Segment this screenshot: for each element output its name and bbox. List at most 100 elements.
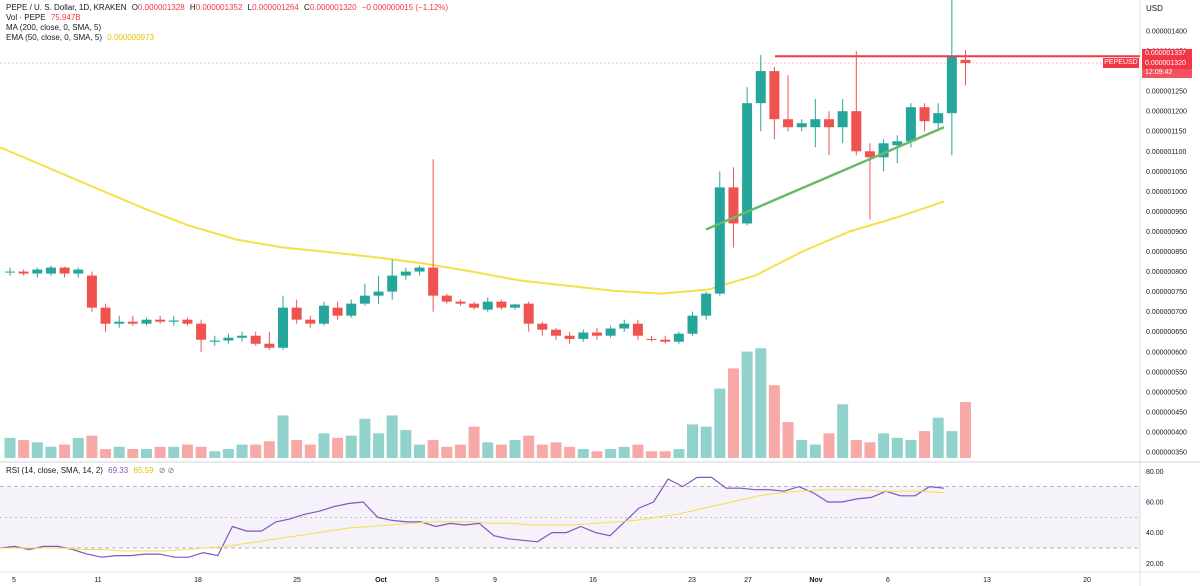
candle [755,55,766,132]
time-tick-label: 9 [493,577,497,584]
candle [414,265,425,276]
candle [469,301,480,310]
candle-body [796,123,807,128]
candle-body [168,320,179,322]
price-tick-label: 0.000001250 [1146,89,1187,96]
candle-body [59,267,70,274]
ohlc-close: C0.000001320 [304,3,357,12]
price-tick-label: 0.000000350 [1146,450,1187,457]
volume-bar [850,440,862,458]
volume-bar [905,440,917,458]
volume-bar [727,368,739,458]
candle-body [5,271,15,273]
candle [783,75,794,132]
volume-bar [236,444,248,458]
volume-bar [332,437,344,458]
candle [278,295,288,350]
volume-bar [304,444,316,458]
candle-body [469,303,480,308]
candle [441,293,452,304]
time-tick-label: Nov [809,577,822,584]
volume-bar [577,449,589,458]
currency-label[interactable]: USD [1146,4,1163,13]
volume-bar [891,437,903,458]
candle [168,315,179,326]
price-tick-label: 0.000000700 [1146,309,1187,316]
candle [619,319,630,332]
price-tick-label: 0.000001000 [1146,189,1187,196]
candle-body [346,303,357,316]
ema-label: EMA (50, close, 0, SMA, 5) [6,33,103,42]
candle [851,51,862,156]
price-tick-label: 0.000000650 [1146,329,1187,336]
volume-bar [318,433,330,458]
price-tick-label: 0.000000850 [1146,249,1187,256]
visibility-icon[interactable]: ⊘ ⊘ [158,466,175,475]
volume-bar [932,417,944,458]
candle [796,119,807,132]
ema-line [0,146,945,295]
candle-body [523,303,534,324]
candle [482,297,493,312]
candle-body [441,295,452,302]
volume-bar [646,451,658,458]
price-tick-label: 0.000001150 [1146,129,1186,136]
candle-body [318,305,329,324]
candle-body [878,143,889,158]
candle [73,267,84,278]
candle-body [551,329,561,336]
volume-bar [113,446,125,458]
candle [591,327,602,340]
candle [905,103,916,148]
volume-bar [414,444,425,458]
candle-body [414,267,425,272]
candle-body [824,119,834,128]
volume-bar [687,424,698,458]
candle-body [728,187,739,224]
candle [701,291,712,320]
ema-legend[interactable]: EMA (50, close, 0, SMA, 5) 0.000000973 [6,33,157,43]
ohlc-low: L0.000001264 [247,3,299,12]
volume-legend[interactable]: Vol · PEPE 75.947B [6,13,84,23]
volume-bar [536,444,548,458]
candle [18,269,29,276]
time-tick-label: 25 [293,577,301,584]
volume-bar [345,435,357,458]
candle-body [482,301,493,310]
trend-line [705,126,945,231]
candle [209,335,220,346]
candle-body [359,295,370,304]
candle [632,319,643,340]
candle-body [196,323,207,340]
rsi-legend[interactable]: RSI (14, close, SMA, 14, 2) 69.33 65.59 … [6,466,177,476]
symbol-title[interactable]: PEPE / U. S. Dollar, 1D, KRAKEN [6,3,127,12]
volume-bar [263,441,275,458]
candle-body [864,151,875,158]
volume-bar [359,418,371,458]
candle [346,299,357,318]
rsi-tick-label: 40.00 [1146,530,1164,537]
candle-body [605,328,616,336]
candle [714,171,725,296]
volume-bar [495,444,507,458]
price-tick-label: 0.000000400 [1146,429,1187,436]
candle-body [209,340,220,342]
hline-price-tag: 0.000001337 [1142,49,1192,59]
volume-bar [509,440,521,458]
volume-bar [45,446,57,458]
candle [264,331,275,350]
candle-body [837,111,848,128]
candle-body [919,107,930,122]
price-change: −0.000000015 (−1.12%) [361,3,449,12]
rsi-tick-label: 80.00 [1146,469,1164,476]
ohlc-high: H0.000001352 [189,3,243,12]
volume-bar [86,435,98,458]
volume-bar [195,446,207,458]
volume-bar [946,431,958,458]
candle [605,325,616,338]
last-price-tag: 0.000001320 [1142,59,1192,69]
rsi-ma-line [0,489,945,552]
ma-legend[interactable]: MA (200, close, 0, SMA, 5) [6,23,104,33]
volume-value: 75.947B [50,13,81,22]
